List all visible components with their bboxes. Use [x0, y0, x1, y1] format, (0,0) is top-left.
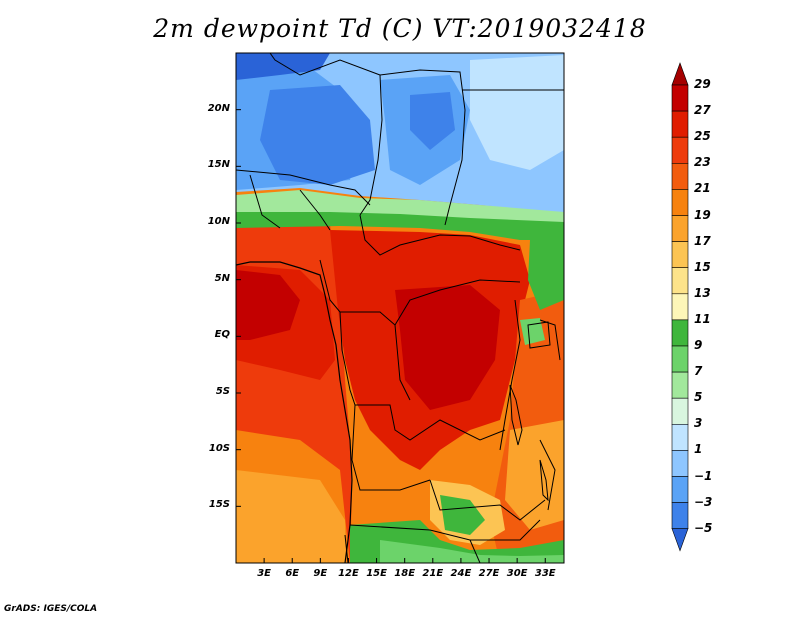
lon-tick-label: 18E	[394, 568, 416, 579]
colorbar-label: 11	[694, 311, 711, 326]
colorbar-swatch	[671, 189, 689, 216]
field-sahara-dark1	[260, 85, 375, 185]
lon-tick-label: 12E	[338, 568, 359, 579]
field-east-green	[528, 235, 564, 310]
colorbar-label: 1	[694, 442, 703, 457]
lon-tick-label: 6E	[285, 568, 300, 579]
colorbar-label: 7	[694, 364, 703, 379]
colorbar-swatch	[671, 293, 689, 321]
field-sahara-dark2	[410, 92, 455, 150]
credit-text: GrADS: IGES/COLA	[4, 604, 98, 614]
lon-tick-label: 15E	[366, 568, 387, 579]
colorbar-label: −3	[694, 494, 713, 509]
colorbar-label: 17	[694, 233, 711, 248]
country-borders	[236, 53, 564, 563]
lat-tick-label: 10S	[208, 442, 230, 454]
colorbar-label: 19	[694, 207, 711, 222]
field-sahara-east	[470, 55, 564, 170]
colorbar-swatch	[671, 423, 689, 451]
map-title: 2m dewpoint Td (C) VT:2019032418	[153, 14, 647, 43]
lon-tick-label: 27E	[478, 568, 500, 579]
colorbar-label: 21	[694, 181, 711, 196]
colorbar-swatch	[671, 502, 689, 530]
lake-malawi	[539, 459, 549, 502]
colorbar-bottom-arrow	[671, 528, 689, 552]
lat-tick-label: 5S	[215, 386, 230, 397]
lat-tick-label: EQ	[214, 329, 230, 341]
lon-tick-label: 30E	[506, 568, 528, 579]
colorbar-swatch	[671, 241, 689, 269]
field-north-dark	[236, 53, 330, 80]
field-gulf-dark	[236, 270, 300, 340]
field-lake-green	[520, 318, 545, 345]
colorbar-swatch	[671, 110, 689, 138]
map-frame	[235, 52, 565, 564]
lon-ticks	[263, 558, 546, 563]
colorbar-label: 27	[694, 103, 711, 118]
field-congo-core	[395, 285, 500, 410]
field-southwest-light	[236, 470, 346, 563]
field-sahel-light	[236, 190, 564, 222]
lon-tick-label: 21E	[422, 568, 444, 579]
coastline	[236, 261, 353, 563]
colorbar-swatch	[671, 476, 689, 503]
lake-victoria	[527, 321, 551, 349]
colorbar-swatch	[671, 371, 689, 399]
colorbar-swatch	[671, 84, 689, 112]
colorbar-top-arrow	[671, 62, 689, 86]
colorbar-swatch	[671, 450, 689, 477]
colorbar-swatch	[671, 397, 689, 425]
colorbar-label: 5	[694, 390, 703, 405]
colorbar	[671, 62, 689, 552]
colorbar-label: 25	[694, 129, 711, 144]
lat-tick-label: 20N	[207, 102, 230, 114]
lon-tick-label: 33E	[534, 568, 556, 579]
field-south-band-light	[380, 540, 564, 563]
lat-tick-label: 15S	[208, 499, 230, 511]
colorbar-label: 9	[694, 338, 703, 352]
colorbar-label: 23	[694, 155, 711, 170]
colorbar-swatch	[671, 267, 689, 295]
colorbar-label: 13	[694, 285, 711, 300]
colorbar-label: 15	[694, 259, 711, 274]
lat-tick-label: 10N	[207, 216, 230, 227]
colorbar-label: 29	[694, 77, 711, 91]
colorbar-swatch	[671, 319, 689, 347]
colorbar-swatch	[671, 163, 689, 190]
lon-tick-label: 24E	[450, 568, 472, 579]
lake-tanganyika	[509, 384, 523, 446]
colorbar-swatch	[671, 136, 689, 164]
lon-tick-label: 3E	[257, 568, 271, 579]
field-south-green	[440, 495, 485, 535]
lat-tick-label: 5N	[214, 272, 230, 284]
lat-ticks	[236, 109, 241, 507]
colorbar-label: −5	[694, 520, 713, 535]
colorbar-label: −1	[694, 468, 713, 483]
dewpoint-field	[236, 53, 564, 563]
colorbar-label: 3	[694, 416, 703, 431]
lat-tick-label: 15N	[207, 159, 230, 171]
colorbar-swatch	[671, 345, 689, 373]
lon-tick-label: 9E	[313, 568, 328, 579]
colorbar-swatch	[671, 215, 689, 242]
